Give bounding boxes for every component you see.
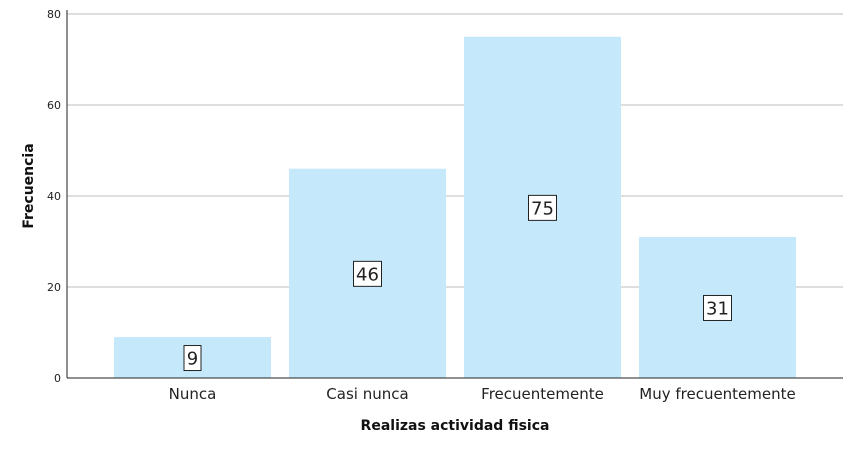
y-tick-label: 20 (47, 281, 61, 294)
data-label-box (703, 294, 732, 321)
y-tick-label: 0 (54, 372, 61, 385)
data-label-box (353, 260, 382, 287)
data-labels: 9 46 75 31 (183, 194, 732, 372)
y-axis-ticks: 0 20 40 60 80 (47, 8, 61, 385)
data-label-box (528, 194, 557, 221)
data-label-text: 75 (531, 198, 554, 219)
x-axis-ticks: Nunca Casi nunca Frecuentemente Muy frecuen… (169, 385, 796, 403)
data-label-text: 46 (356, 264, 379, 285)
data-label: 46 (353, 260, 382, 287)
y-axis-title: Frecuencia (21, 143, 37, 228)
bars (114, 36, 796, 378)
data-label-text: 9 (187, 349, 198, 370)
data-label: 9 (183, 345, 202, 372)
data-label: 31 (703, 294, 732, 321)
data-label: 75 (528, 194, 557, 221)
y-tick-label: 60 (47, 99, 61, 112)
data-label-text: 31 (706, 298, 729, 319)
y-tick-label: 40 (47, 190, 61, 203)
x-axis-title: Realizas actividad fisica (361, 418, 550, 434)
x-tick-label: Nunca (169, 385, 217, 403)
y-tick-label: 80 (47, 8, 61, 21)
x-tick-label: Muy frecuentemente (639, 385, 796, 403)
data-label-box (183, 345, 202, 372)
x-tick-label: Frecuentemente (481, 385, 604, 403)
x-tick-label: Casi nunca (326, 385, 408, 403)
